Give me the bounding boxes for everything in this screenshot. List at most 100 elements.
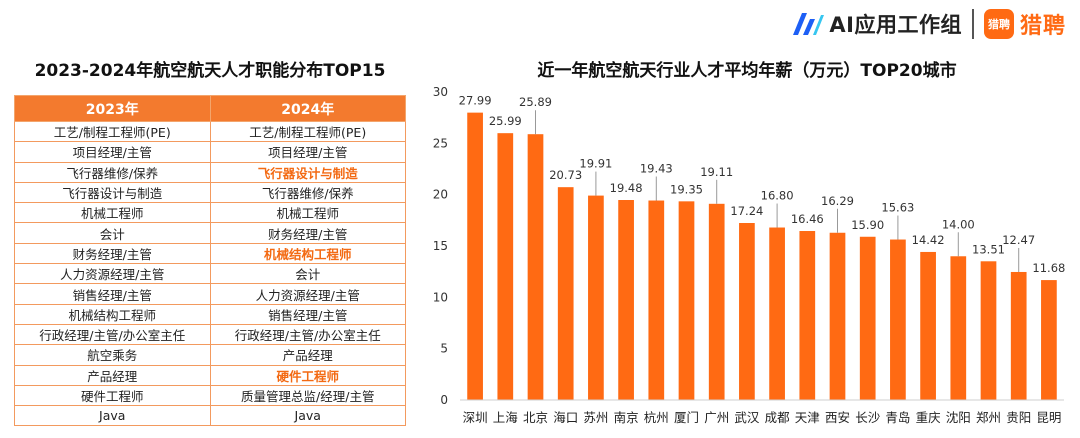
cell-2024: 工艺/制程工程师(PE): [209, 120, 406, 143]
table-row: 机械结构工程师 销售经理/主管: [14, 303, 406, 325]
x-tick-label: 贵阳: [1006, 410, 1031, 425]
cell-2024: 销售经理/主管: [209, 303, 406, 325]
x-tick-label: 武汉: [734, 410, 760, 425]
bar: [648, 200, 665, 400]
data-label: 15.63: [881, 201, 914, 215]
table-row: 飞行器维修/保养 飞行器设计与制造: [14, 161, 406, 183]
liepin-brand-name: 猎聘: [1019, 14, 1066, 39]
data-label: 19.35: [670, 182, 703, 196]
table-row: 飞行器设计与制造 飞行器维修/保养: [14, 181, 406, 204]
data-label: 16.80: [761, 189, 794, 203]
data-label: 25.99: [489, 114, 522, 128]
bar: [739, 223, 755, 400]
cell-2024: 机械结构工程师: [209, 242, 406, 265]
cell-2023: 航空乘务: [14, 344, 211, 366]
header-2023: 2023年: [14, 95, 211, 122]
x-tick-label: 上海: [493, 410, 519, 425]
bar: [678, 201, 695, 400]
cell-2024: 机械工程师: [209, 202, 406, 224]
cell-2024: 飞行器维修/保养: [209, 181, 406, 204]
x-tick-label: 昆明: [1036, 410, 1061, 425]
liepin-logo-icon: 猎聘: [983, 9, 1014, 39]
data-label: 14.42: [912, 233, 945, 247]
x-tick-label: 厦门: [674, 410, 699, 425]
data-label: 19.11: [700, 165, 733, 179]
table-row: 行政经理/主管/办公室主任 行政经理/主管/办公室主任: [14, 323, 406, 346]
table-row: 会计 财务经理/主管: [14, 222, 406, 244]
bar: [497, 133, 514, 400]
y-tick-label: 10: [433, 290, 448, 304]
x-tick-label: 天津: [795, 410, 820, 425]
cell-2023: 产品经理: [14, 364, 211, 386]
cell-2023: 工艺/制程工程师(PE): [14, 120, 211, 143]
x-tick-label: 成都: [765, 410, 791, 425]
x-tick-label: 青岛: [885, 410, 910, 425]
chart-title: 近一年航空航天行业人才平均年薪（万元）TOP20城市: [537, 61, 957, 81]
y-tick-label: 25: [433, 136, 448, 150]
brand-divider: [971, 9, 974, 39]
cell-2023: 行政经理/主管/办公室主任: [14, 323, 211, 346]
bar: [588, 195, 604, 400]
x-tick-label: 西安: [825, 410, 850, 425]
bar: [527, 134, 544, 401]
cell-2024: 硬件工程师: [209, 364, 406, 386]
x-tick-label: 深圳: [463, 410, 488, 425]
data-label: 11.68: [1032, 261, 1065, 275]
bar: [859, 236, 876, 400]
bar: [769, 227, 785, 400]
bar: [467, 112, 483, 401]
data-label: 13.51: [972, 242, 1005, 256]
table-row: 销售经理/主管 人力资源经理/主管: [14, 283, 406, 305]
y-tick-label: 15: [433, 239, 448, 253]
y-tick-label: 30: [433, 85, 448, 99]
cell-2024: 会计: [209, 263, 406, 285]
cell-2023: 机械工程师: [14, 202, 211, 224]
data-label: 20.73: [549, 168, 582, 182]
cell-2024: 质量管理总监/经理/主管: [209, 384, 406, 407]
y-tick-label: 0: [440, 393, 448, 407]
cell-2023: Java: [14, 405, 211, 427]
brand-header: AI应用工作组 猎聘 猎聘: [791, 6, 1066, 42]
data-label: 14.00: [942, 217, 975, 231]
table-body: 工艺/制程工程师(PE) 工艺/制程工程师(PE) 项目经理/主管 项目经理/主管 飞行…: [14, 120, 406, 427]
x-tick-label: 北京: [523, 410, 548, 425]
table-row: 产品经理 硬件工程师: [14, 364, 406, 386]
cell-2024: 财务经理/主管: [209, 222, 406, 244]
cell-2024: 行政经理/主管/办公室主任: [209, 323, 406, 346]
table-title: 2023-2024年航空航天人才职能分布TOP15: [34, 61, 386, 81]
table-row: 工艺/制程工程师(PE) 工艺/制程工程师(PE): [14, 120, 406, 143]
data-label: 19.43: [640, 162, 673, 176]
cell-2024: 飞行器设计与制造: [209, 161, 406, 183]
x-tick-label: 重庆: [916, 410, 942, 425]
y-tick-label: 5: [440, 342, 448, 356]
x-tick-label: 海口: [553, 410, 578, 425]
ai-group-label: AI应用工作组: [829, 13, 962, 37]
x-tick-label: 广州: [704, 410, 729, 425]
cell-2023: 飞行器维修/保养: [14, 161, 211, 183]
data-label: 16.46: [791, 212, 824, 226]
cell-2023: 机械结构工程师: [14, 303, 211, 325]
data-label: 12.47: [1002, 233, 1035, 247]
data-label: 25.89: [519, 95, 552, 109]
header-2024: 2024年: [209, 95, 406, 122]
function-ranking-table: 2023年 2024年 工艺/制程工程师(PE) 工艺/制程工程师(PE) 项目经理…: [14, 95, 406, 427]
bar: [950, 256, 967, 400]
bar: [920, 251, 936, 400]
data-label: 27.99: [459, 94, 492, 108]
bar: [618, 200, 634, 400]
data-label: 19.48: [610, 181, 643, 195]
data-label: 16.29: [821, 194, 854, 208]
bar: [980, 261, 997, 400]
cell-2024: Java: [209, 405, 406, 427]
cell-2024: 项目经理/主管: [209, 141, 406, 163]
cell-2023: 人力资源经理/主管: [14, 263, 211, 285]
table-row: 项目经理/主管 项目经理/主管: [14, 141, 406, 163]
bar: [708, 203, 725, 400]
table-row: 硬件工程师 质量管理总监/经理/主管: [14, 384, 406, 407]
cell-2023: 飞行器设计与制造: [14, 181, 211, 204]
cell-2023: 会计: [14, 222, 211, 244]
table-header-row: 2023年 2024年: [14, 95, 406, 122]
cell-2023: 项目经理/主管: [14, 141, 211, 163]
bar: [1010, 271, 1027, 400]
x-tick-label: 长沙: [855, 410, 881, 425]
